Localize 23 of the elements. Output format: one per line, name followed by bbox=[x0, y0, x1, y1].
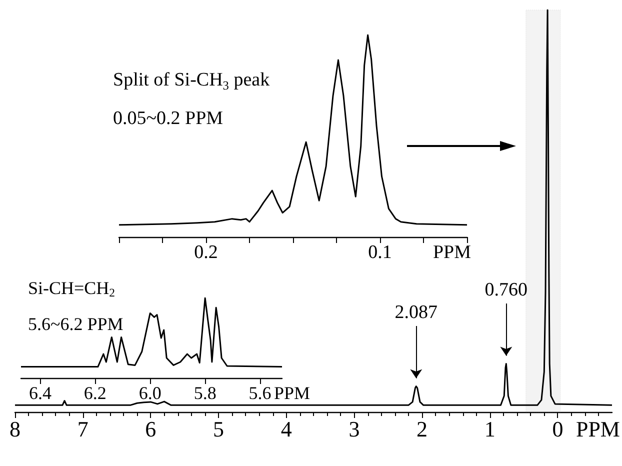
x-axis-title: PPM bbox=[576, 416, 620, 442]
text: 5.6~6.2 PPM bbox=[28, 314, 124, 334]
x-tick-label: 6 bbox=[145, 416, 156, 442]
x-axis-title: PPM bbox=[274, 383, 310, 403]
x-tick-label: 0.2 bbox=[194, 242, 218, 263]
annotation: 2.087 bbox=[394, 302, 438, 323]
x-tick-label: 6.2 bbox=[84, 383, 106, 403]
x-tick-label: 8 bbox=[10, 416, 20, 442]
text: 0.05~0.2 PPM bbox=[113, 108, 224, 129]
x-tick-label: 2 bbox=[416, 416, 428, 442]
x-tick-label: 1 bbox=[484, 416, 496, 442]
x-tick-label: 7 bbox=[77, 416, 88, 442]
x-tick-label: 5 bbox=[213, 416, 224, 442]
x-tick-label: 6.0 bbox=[138, 383, 162, 403]
x-axis-title: PPM bbox=[432, 242, 472, 263]
x-tick-label: 5.6 bbox=[248, 383, 272, 403]
annotation: 0.760 bbox=[484, 279, 528, 300]
x-tick-label: 0.1 bbox=[368, 242, 392, 263]
x-tick-label: 3 bbox=[348, 416, 360, 442]
x-tick-label: 5.8 bbox=[194, 383, 216, 403]
x-tick-label: 4 bbox=[280, 416, 292, 442]
x-tick-label: 0 bbox=[552, 416, 564, 442]
x-tick-label: 6.4 bbox=[28, 383, 52, 403]
